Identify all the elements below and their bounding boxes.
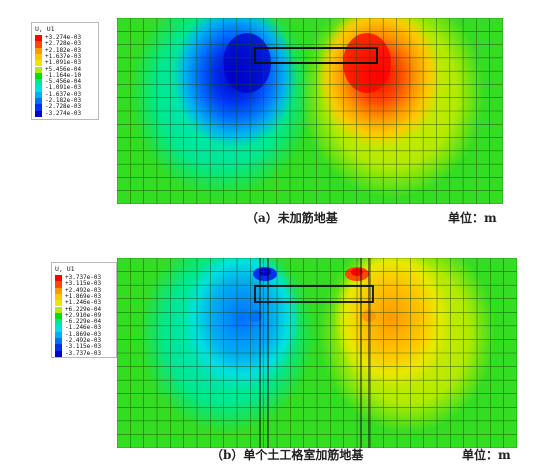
legend-a-label: -2.728e-03 [45, 103, 82, 111]
legend-b-label: -6.229e-04 [65, 318, 102, 326]
legend-b-swatch [55, 319, 62, 326]
legend-b: U, U1 +3.737e-03 +3.115e-03 +2.492e-03 +1.8… [51, 262, 117, 358]
legend-a-swatch [35, 91, 42, 98]
legend-b-swatch [55, 300, 62, 307]
legend-a: U, U1 +3.274e-03 +2.728e-03 +2.182e-03 +1.6… [31, 22, 99, 120]
legend-a-label: -1.091e-03 [45, 84, 82, 92]
legend-a-label: -5.456e-04 [45, 78, 82, 86]
legend-b-swatch [55, 275, 62, 282]
legend-b-swatch [55, 281, 62, 288]
footing-outline-a [254, 47, 378, 64]
legend-b-label: -3.115e-03 [65, 343, 102, 351]
legend-b-swatch [55, 306, 62, 313]
caption-b: （b）单个土工格室加筋地基 [211, 448, 364, 462]
legend-b-swatch [55, 338, 62, 345]
legend-b-label: -3.737e-03 [65, 349, 102, 357]
legend-a-swatch [35, 79, 42, 86]
legend-a-swatch [35, 60, 42, 67]
legend-a-label: -1.164e-10 [45, 71, 82, 79]
legend-b-label: -1.869e-03 [65, 330, 102, 338]
legend-b-swatch [55, 287, 62, 294]
legend-a-swatch [35, 53, 42, 61]
legend-b-label: +1.869e-03 [65, 292, 102, 300]
legend-a-swatch [35, 72, 42, 80]
legend-a-swatch [35, 35, 42, 42]
legend-b-label: +2.910e-09 [65, 311, 102, 319]
legend-b-swatch [55, 293, 62, 301]
legend-a-swatch [35, 47, 42, 54]
legend-a-label: +1.091e-03 [45, 59, 82, 67]
legend-a-swatch [35, 41, 42, 48]
contour-field-a [117, 18, 503, 204]
contour-field-b [117, 258, 517, 448]
legend-a-label: -1.637e-03 [45, 90, 82, 98]
legend-b-swatch [55, 331, 62, 338]
legend-a-label: +2.182e-03 [45, 46, 82, 54]
legend-b-label: +3.115e-03 [65, 280, 102, 288]
unit-label-b: 单位：m [462, 448, 511, 462]
legend-a-swatch [35, 66, 42, 73]
legend-b-label: +3.737e-03 [65, 274, 102, 281]
legend-b-swatch [55, 350, 62, 357]
legend-title-a: U, U1 [35, 25, 55, 33]
legend-a-swatch [35, 98, 42, 105]
legend-a-swatch [35, 85, 42, 92]
legend-a-label: +5.456e-04 [45, 65, 82, 73]
legend-b-label: -2.492e-03 [65, 337, 102, 344]
legend-a-label: +1.637e-03 [45, 52, 82, 60]
legend-title-b: U, U1 [55, 265, 75, 273]
legend-b-swatch [55, 312, 62, 320]
legend-a-swatch [35, 104, 42, 111]
caption-a: （a）未加筋地基 [246, 211, 338, 225]
legend-b-label: +6.229e-04 [65, 305, 102, 313]
geocell-outline-b [254, 285, 374, 303]
legend-b-label: +1.246e-03 [65, 299, 102, 307]
legend-b-swatch [55, 325, 62, 332]
legend-b-label: -1.246e-03 [65, 324, 102, 332]
legend-a-label: -3.274e-03 [45, 109, 82, 117]
legend-a-label: +2.728e-03 [45, 40, 82, 48]
legend-a-swatch [35, 110, 42, 117]
legend-a-label: -2.182e-03 [45, 97, 82, 104]
unit-label-a: 单位：m [448, 211, 497, 225]
legend-a-label: +3.274e-03 [45, 34, 82, 41]
legend-b-swatch [55, 344, 62, 351]
legend-b-label: +2.492e-03 [65, 286, 102, 294]
